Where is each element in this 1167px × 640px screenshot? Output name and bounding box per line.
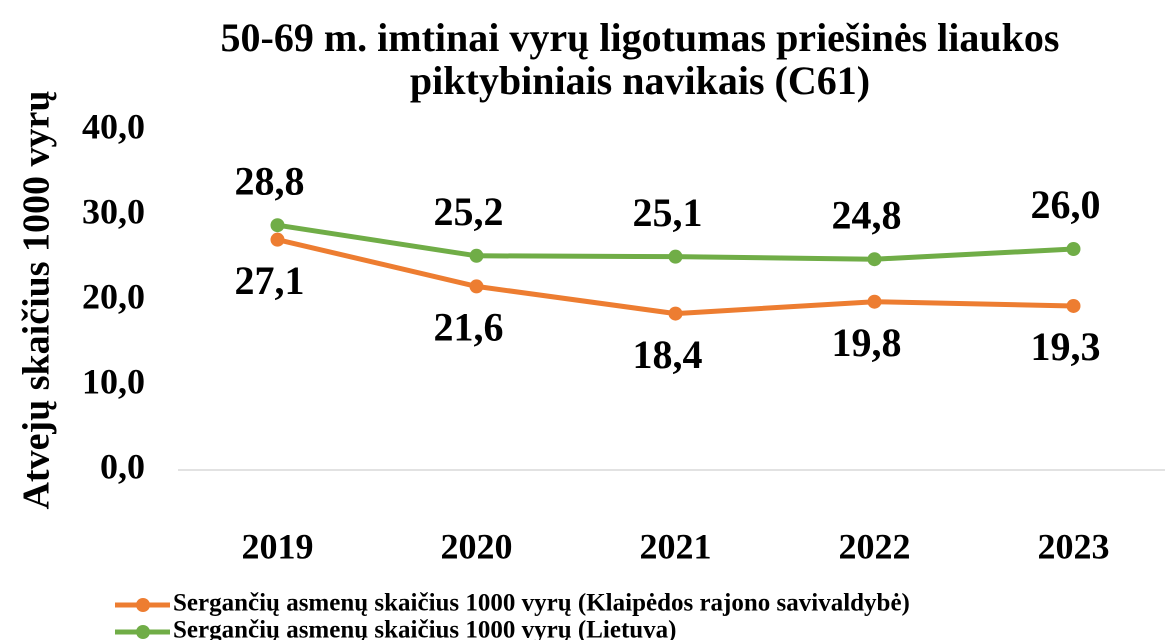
legend-label: Sergančių asmenų skaičius 1000 vyrų (Lie…	[173, 617, 677, 640]
y-tick-label: 30,0	[82, 191, 145, 231]
data-point	[867, 294, 882, 309]
data-point	[469, 248, 484, 263]
data-point	[668, 306, 683, 321]
x-tick-label: 2023	[1038, 526, 1110, 566]
y-axis-label: Atvejų skaičius 1000 vyrų	[16, 90, 58, 509]
y-tick-label: 10,0	[82, 361, 145, 401]
legend-marker	[136, 625, 150, 639]
data-label: 27,1	[235, 258, 305, 303]
data-label: 25,1	[633, 190, 703, 235]
data-point	[270, 218, 285, 233]
legend-label: Sergančių asmenų skaičius 1000 vyrų (Kla…	[173, 590, 910, 617]
x-tick-label: 2019	[242, 526, 314, 566]
data-label: 18,4	[633, 332, 703, 377]
x-tick-label: 2020	[441, 526, 513, 566]
y-tick-label: 0,0	[100, 446, 145, 486]
data-label: 24,8	[832, 192, 902, 237]
chart-title: piktybiniais navikais (C61)	[410, 58, 870, 103]
data-label: 19,8	[832, 320, 902, 365]
data-label: 25,2	[434, 189, 504, 234]
x-tick-label: 2021	[640, 526, 712, 566]
data-label: 28,8	[235, 158, 305, 203]
data-point	[668, 249, 683, 264]
data-point	[469, 279, 484, 294]
data-label: 21,6	[434, 305, 504, 350]
x-tick-label: 2022	[839, 526, 911, 566]
data-label: 26,0	[1031, 182, 1101, 227]
data-point	[270, 232, 285, 247]
data-label: 19,3	[1031, 324, 1101, 369]
chart-title: 50-69 m. imtinai vyrų ligotumas priešinė…	[221, 15, 1060, 60]
data-point	[1066, 242, 1081, 256]
y-tick-label: 20,0	[82, 276, 145, 316]
data-point	[1066, 298, 1081, 313]
legend-marker	[136, 598, 150, 612]
data-point	[867, 252, 882, 267]
y-tick-label: 40,0	[82, 106, 145, 146]
